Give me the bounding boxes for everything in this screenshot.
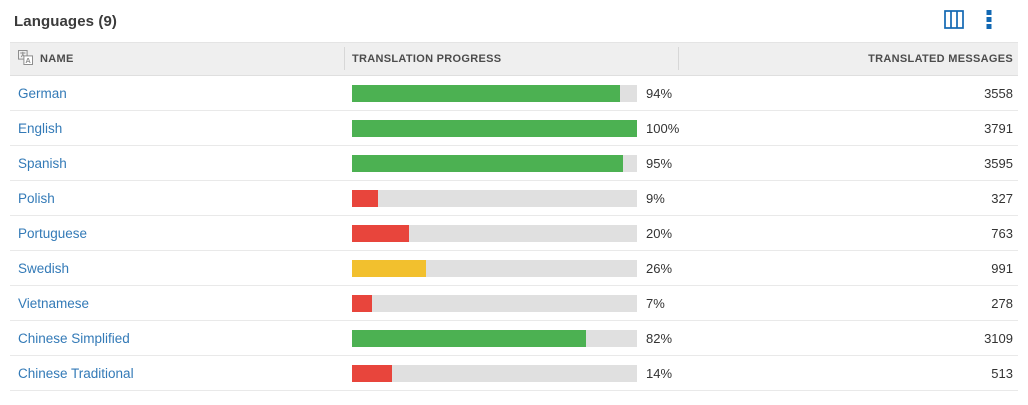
progress-bar — [352, 224, 637, 242]
svg-text:A: A — [25, 56, 31, 65]
progress-bar — [352, 294, 637, 312]
progress-bar — [352, 84, 637, 102]
translated-count: 991 — [991, 260, 1013, 276]
translated-count: 3558 — [984, 85, 1013, 101]
translated-count: 3791 — [984, 120, 1013, 136]
header-actions — [944, 9, 1014, 33]
table-header-row: A NAME TRANSLATION PROGRESS TRANSLATED M… — [10, 42, 1018, 76]
header-column-divider — [678, 47, 679, 70]
progress-bar — [352, 329, 637, 347]
column-header-name-label: NAME — [40, 53, 74, 65]
kebab-menu-icon — [986, 9, 992, 33]
progress-percent: 100% — [646, 120, 680, 136]
table-row: Chinese Simplified 82% 3109 — [10, 321, 1018, 356]
language-link[interactable]: Spanish — [18, 155, 67, 171]
table-row: Swedish 26% 991 — [10, 251, 1018, 286]
translate-icon: A — [18, 50, 34, 68]
header-column-divider — [344, 47, 345, 70]
progress-bar-fill — [352, 294, 372, 312]
language-link[interactable]: German — [18, 85, 67, 101]
progress-percent: 20% — [646, 225, 673, 241]
table-body: German 94% 3558 English 100% 3791 Spanis… — [10, 76, 1018, 391]
column-header-name: A NAME — [10, 50, 344, 68]
progress-bar-fill — [352, 119, 637, 137]
column-header-progress-label: TRANSLATION PROGRESS — [352, 53, 502, 65]
language-link[interactable]: English — [18, 120, 63, 136]
progress-bar — [352, 189, 637, 207]
panel-header: Languages (9) — [0, 0, 1028, 42]
progress-bar — [352, 364, 637, 382]
language-link[interactable]: Swedish — [18, 260, 70, 276]
column-header-messages: TRANSLATED MESSAGES — [678, 53, 1018, 65]
language-link[interactable]: Vietnamese — [18, 295, 90, 311]
language-link[interactable]: Polish — [18, 190, 55, 206]
table-row: English 100% 3791 — [10, 111, 1018, 146]
progress-bar — [352, 119, 637, 137]
columns-icon — [944, 10, 964, 32]
progress-percent: 7% — [646, 295, 665, 311]
progress-percent: 26% — [646, 260, 673, 276]
progress-percent: 9% — [646, 190, 665, 206]
language-link[interactable]: Chinese Simplified — [18, 330, 130, 346]
table-row: Chinese Traditional 14% 513 — [10, 356, 1018, 391]
table-row: Spanish 95% 3595 — [10, 146, 1018, 181]
progress-percent: 95% — [646, 155, 673, 171]
table-row: Portuguese 20% 763 — [10, 216, 1018, 251]
progress-bar-fill — [352, 329, 586, 347]
translated-count: 3595 — [984, 155, 1013, 171]
translated-count: 763 — [991, 225, 1013, 241]
translated-count: 278 — [991, 295, 1013, 311]
more-options-button[interactable] — [986, 9, 992, 33]
page-title: Languages (9) — [14, 12, 117, 30]
progress-bar-fill — [352, 189, 378, 207]
column-header-messages-label: TRANSLATED MESSAGES — [868, 53, 1013, 65]
progress-bar-fill — [352, 259, 427, 277]
progress-bar — [352, 154, 637, 172]
language-link[interactable]: Portuguese — [18, 225, 88, 241]
columns-button[interactable] — [944, 10, 964, 32]
table-row: Vietnamese 7% 278 — [10, 286, 1018, 321]
translated-count: 513 — [991, 365, 1013, 381]
table-row: Polish 9% 327 — [10, 181, 1018, 216]
column-header-progress: TRANSLATION PROGRESS — [344, 53, 678, 65]
progress-bar — [352, 259, 637, 277]
table-row: German 94% 3558 — [10, 76, 1018, 111]
progress-bar-fill — [352, 224, 409, 242]
progress-bar-fill — [352, 84, 620, 102]
progress-percent: 82% — [646, 330, 673, 346]
languages-table: A NAME TRANSLATION PROGRESS TRANSLATED M… — [10, 42, 1018, 391]
translated-count: 327 — [991, 190, 1013, 206]
progress-bar-fill — [352, 154, 623, 172]
progress-bar-fill — [352, 364, 392, 382]
translated-count: 3109 — [984, 330, 1013, 346]
progress-percent: 14% — [646, 365, 673, 381]
progress-percent: 94% — [646, 85, 673, 101]
language-link[interactable]: Chinese Traditional — [18, 365, 134, 381]
